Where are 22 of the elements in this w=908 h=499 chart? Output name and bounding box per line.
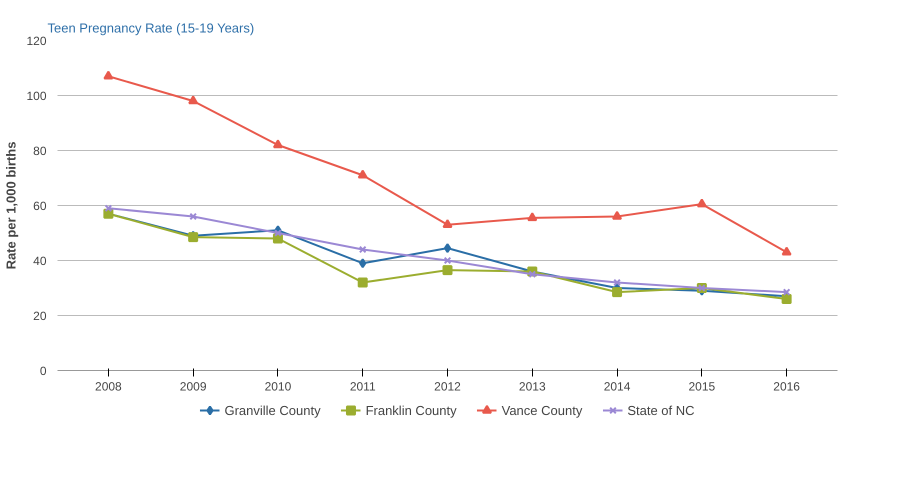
x-tick-label: 2011 bbox=[350, 380, 376, 394]
y-tick-label: 40 bbox=[33, 254, 47, 268]
x-tick-label: 2014 bbox=[604, 380, 631, 394]
y-tick-label: 0 bbox=[40, 364, 47, 378]
legend-label: Vance County bbox=[502, 402, 582, 418]
y-tick-label: 100 bbox=[26, 89, 47, 103]
y-tick-label: 120 bbox=[26, 34, 47, 48]
y-tick-label: 80 bbox=[33, 144, 47, 158]
x-tick-label: 2016 bbox=[773, 380, 800, 394]
x-tick-label: 2015 bbox=[688, 380, 716, 394]
legend-label: Granville County bbox=[224, 402, 321, 418]
x-tick-label: 2013 bbox=[518, 380, 546, 394]
x-tick-label: 2008 bbox=[95, 380, 122, 394]
y-tick-label: 20 bbox=[33, 309, 47, 323]
legend-label: Franklin County bbox=[366, 402, 457, 418]
x-tick-label: 2010 bbox=[264, 380, 292, 394]
legend-label: State of NC bbox=[627, 402, 695, 418]
y-axis-title: Rate per 1,000 births bbox=[3, 142, 18, 270]
y-tick-label: 60 bbox=[33, 199, 47, 213]
x-tick-label: 2012 bbox=[434, 380, 462, 394]
chart-title: Teen Pregnancy Rate (15-19 Years) bbox=[48, 20, 254, 36]
x-tick-label: 2009 bbox=[180, 380, 207, 394]
